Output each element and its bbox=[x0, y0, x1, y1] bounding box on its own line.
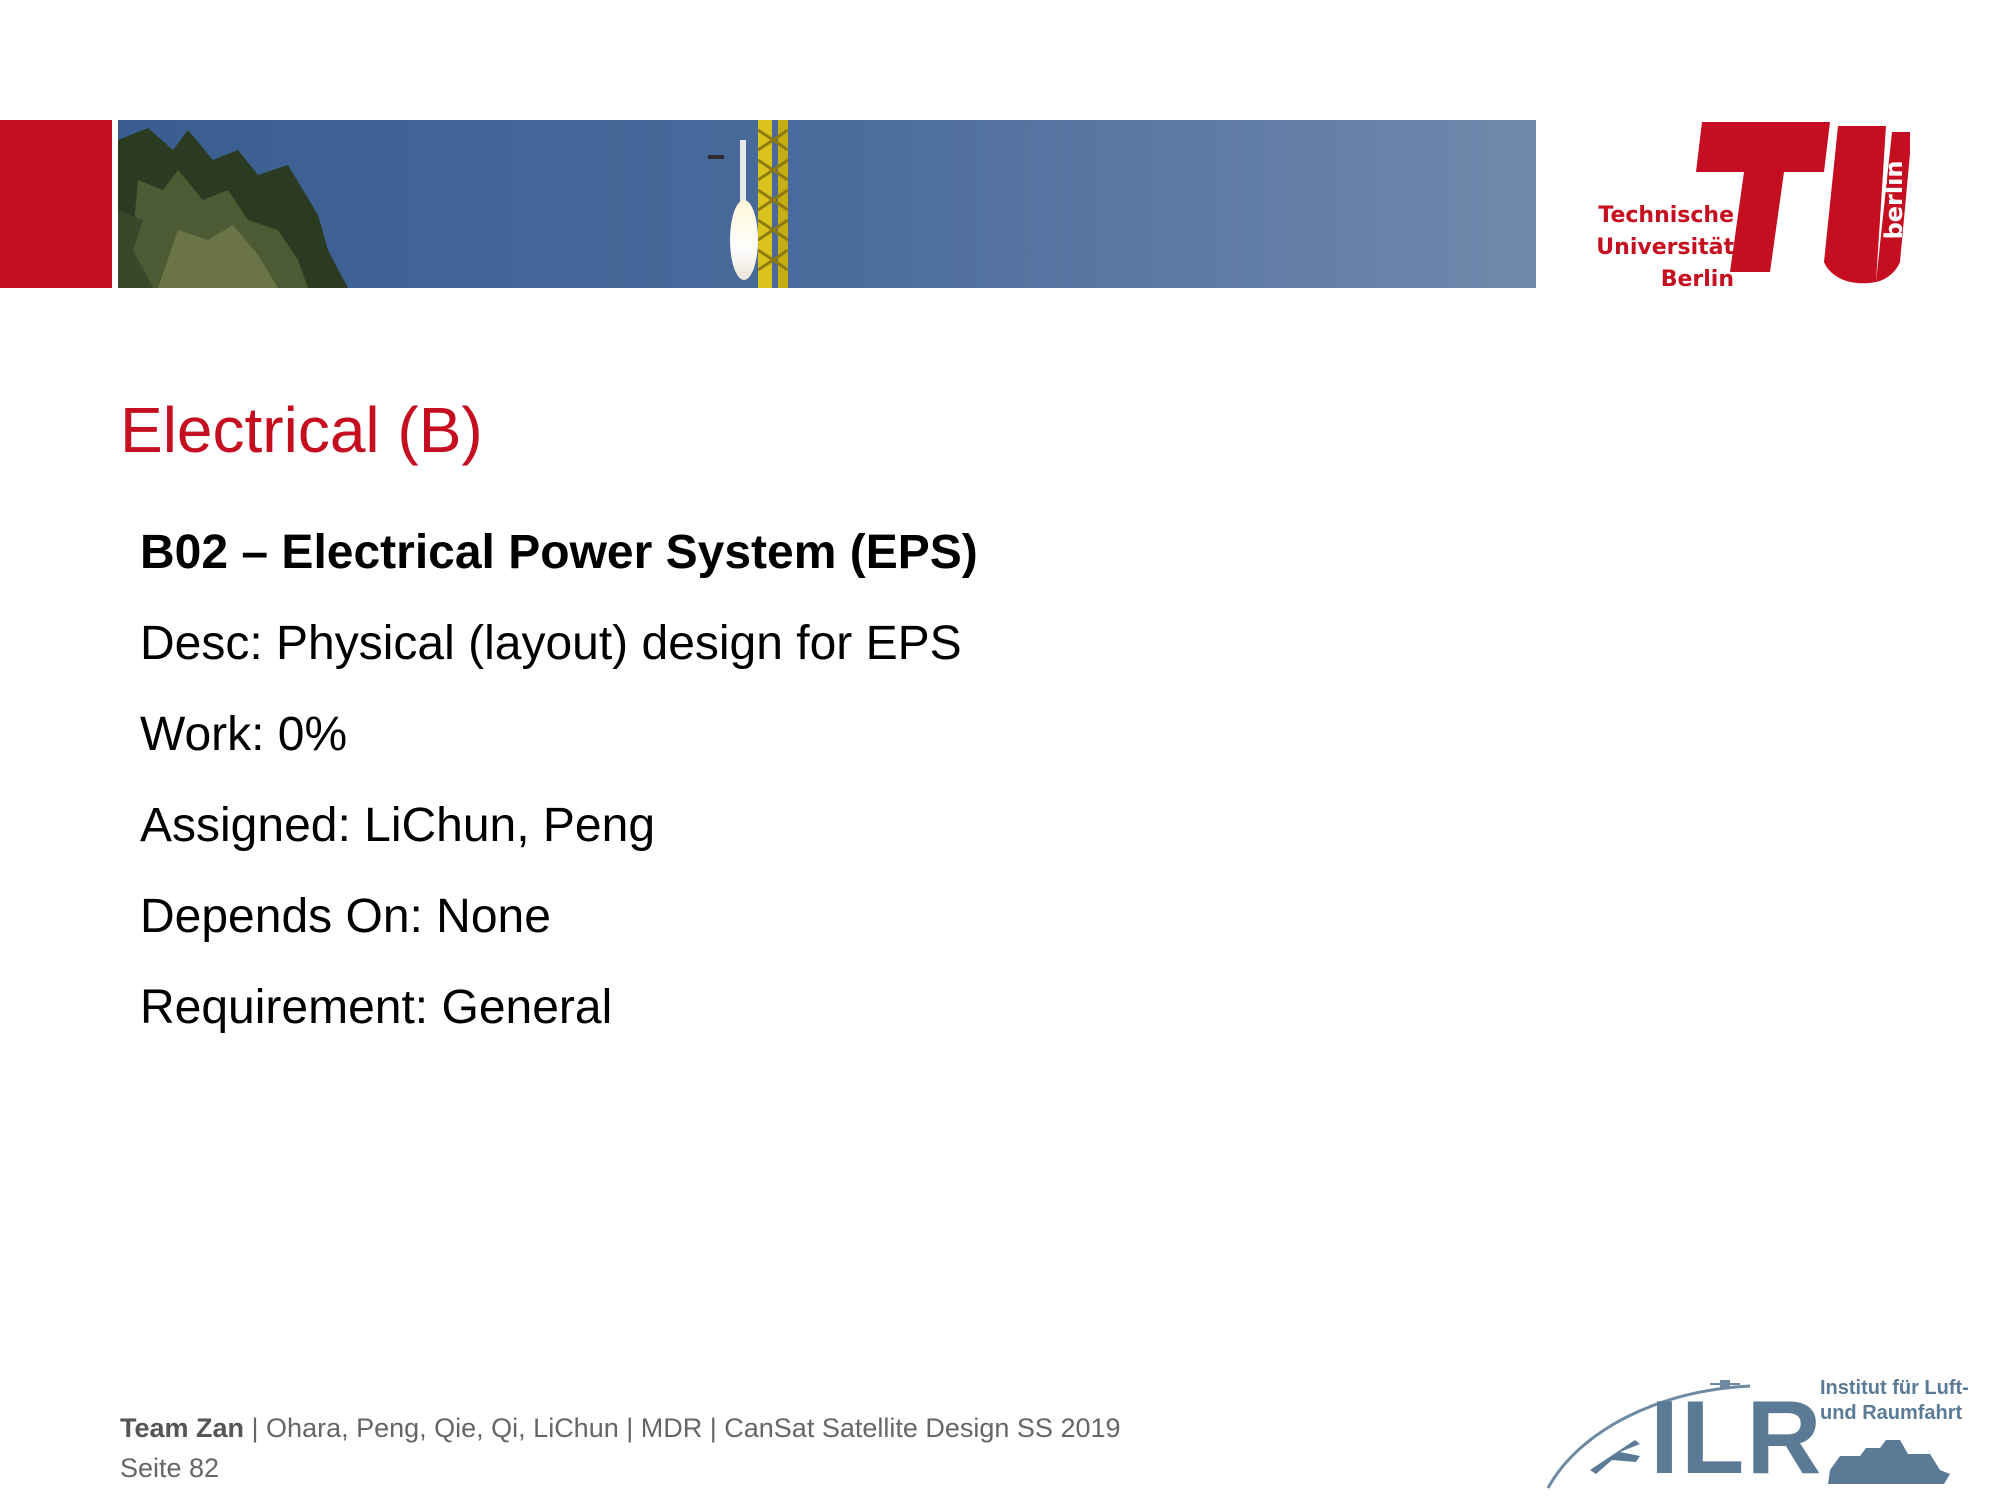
tu-logo-line-3: Berlin bbox=[1660, 267, 1734, 292]
red-accent-block bbox=[0, 120, 112, 288]
slide-footer: Team Zan | Ohara, Peng, Qie, Qi, LiChun … bbox=[120, 1408, 1121, 1488]
slide-content: B02 – Electrical Power System (EPS) Desc… bbox=[140, 525, 1540, 1071]
task-assigned: Assigned: LiChun, Peng bbox=[140, 799, 656, 852]
ilr-institute-name: Institut für Luft- und Raumfahrt bbox=[1820, 1376, 1969, 1426]
task-depends-on: Depends On: None bbox=[140, 890, 551, 943]
base-silhouette-icon bbox=[1828, 1440, 1950, 1484]
task-description: Desc: Physical (layout) design for EPS bbox=[140, 617, 962, 670]
airplane-icon bbox=[1590, 1440, 1640, 1474]
header-banner-image bbox=[118, 120, 1536, 288]
footer-team-name: Team Zan bbox=[120, 1413, 245, 1443]
tu-logo-berlin-vertical: berlin bbox=[1880, 160, 1908, 240]
rocket-launch-photo bbox=[118, 120, 1536, 288]
ilr-institute-line-2: und Raumfahrt bbox=[1820, 1402, 1963, 1424]
footer-page-number: Seite 82 bbox=[120, 1453, 220, 1483]
task-heading: B02 – Electrical Power System (EPS) bbox=[140, 526, 978, 579]
ilr-institute-logo: ILR Institut für Luft- und Raumfahrt bbox=[1540, 1370, 1980, 1490]
ilr-letters: ILR bbox=[1650, 1380, 1824, 1496]
slide-title: Electrical (B) bbox=[120, 394, 483, 466]
ilr-institute-line-1: Institut für Luft- bbox=[1820, 1377, 1969, 1399]
task-requirement: Requirement: General bbox=[140, 981, 613, 1034]
tu-berlin-logo: Technische Universität Berlin berlin bbox=[1580, 112, 1910, 302]
task-work-progress: Work: 0% bbox=[140, 708, 348, 761]
tu-logo-line-2: Universität bbox=[1596, 235, 1734, 260]
tu-logo-line-1: Technische bbox=[1598, 203, 1734, 228]
footer-credits-line: Team Zan | Ohara, Peng, Qie, Qi, LiChun … bbox=[120, 1408, 1121, 1448]
footer-details: | Ohara, Peng, Qie, Qi, LiChun | MDR | C… bbox=[244, 1413, 1121, 1443]
tu-logo-text: Technische Universität Berlin bbox=[1596, 200, 1734, 296]
